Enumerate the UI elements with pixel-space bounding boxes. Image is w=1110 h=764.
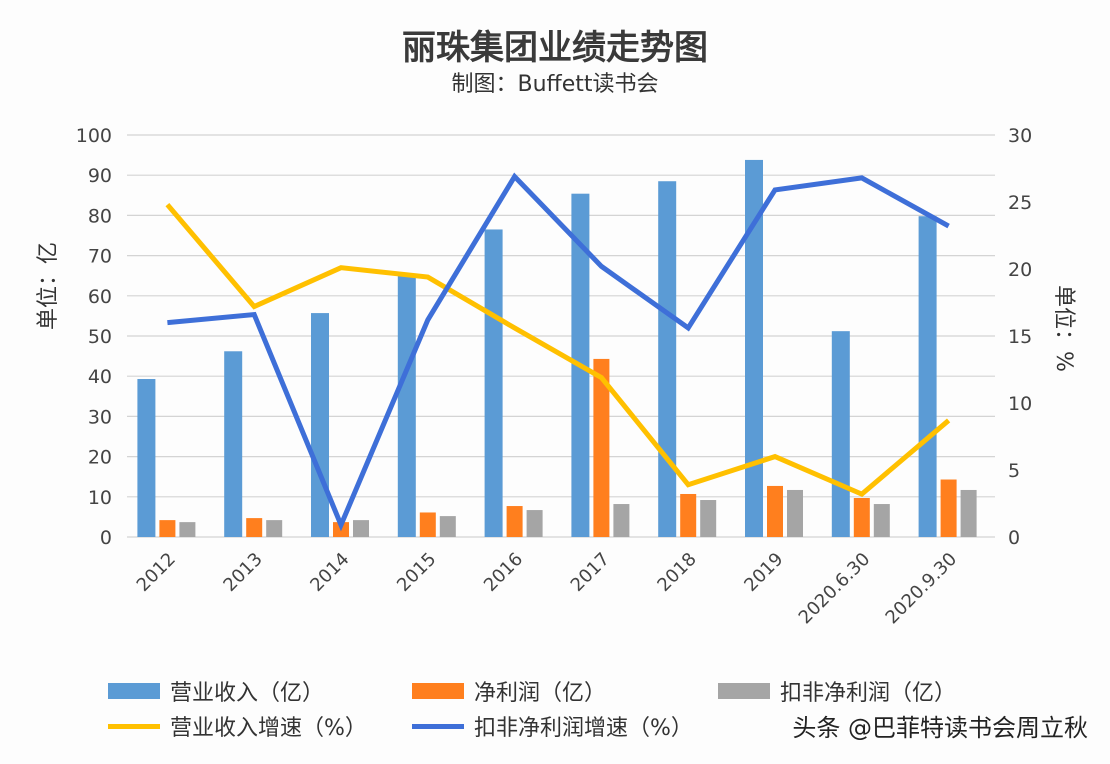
- bar-1: [246, 518, 263, 537]
- legend-item-deducted-net-profit: 扣非净利润（亿）: [718, 675, 956, 707]
- y-tick-label: 10: [88, 487, 112, 509]
- legend-label: 营业收入（亿）: [170, 681, 325, 706]
- x-tick-label: 2014: [306, 549, 353, 596]
- y2-tick-label: 15: [1008, 326, 1032, 348]
- bar-1: [680, 493, 697, 537]
- bar-2: [873, 504, 890, 537]
- bar-2: [266, 520, 283, 537]
- bar-0: [831, 331, 850, 537]
- chart-subtitle: 制图：Buffett读书会: [451, 72, 659, 97]
- watermark: 头条 @巴菲特读书会周立秋: [792, 714, 1088, 742]
- bar-2: [179, 522, 196, 537]
- bar-1: [767, 485, 783, 537]
- y-tick-label: 20: [88, 447, 112, 469]
- bar-0: [484, 229, 503, 537]
- legend-swatch: [108, 723, 160, 729]
- bar-2: [526, 510, 543, 537]
- bar-0: [658, 181, 677, 538]
- bar-1: [159, 520, 176, 537]
- legend-item-revenue-growth: 营业收入增速（%）: [108, 710, 367, 742]
- bar-1: [506, 506, 523, 537]
- bar-1: [419, 512, 436, 537]
- x-tick-label: 2020.9.30: [882, 549, 962, 629]
- bar-1: [853, 498, 870, 537]
- legend-swatch: [718, 683, 770, 699]
- bar-0: [397, 274, 416, 537]
- legend-label: 扣非净利润（亿）: [780, 681, 957, 706]
- y-tick-label: 30: [88, 406, 112, 428]
- bar-1: [940, 479, 957, 537]
- legend-swatch: [412, 683, 464, 699]
- x-tick-label: 2013: [219, 549, 266, 596]
- x-tick-label: 2019: [740, 549, 787, 596]
- y-tick-label: 50: [88, 326, 112, 348]
- legend-item-deducted-growth: 扣非净利润增速（%）: [412, 710, 693, 742]
- y-tick-label: 40: [88, 366, 112, 388]
- legend-label: 净利润（亿）: [474, 681, 607, 706]
- y-tick-label: 100: [76, 125, 112, 147]
- legend-item-revenue: 营业收入（亿）: [108, 675, 324, 707]
- bar-1: [593, 358, 610, 537]
- y2-tick-label: 30: [1008, 125, 1032, 147]
- bar-0: [311, 313, 329, 537]
- legend-swatch: [108, 683, 160, 699]
- bar-0: [224, 351, 243, 537]
- legend-swatch: [412, 723, 464, 729]
- x-tick-label: 2015: [393, 549, 440, 596]
- x-tick-label: 2020.6.30: [795, 549, 875, 629]
- x-tick-label: 2017: [567, 549, 614, 596]
- bar-2: [787, 489, 803, 537]
- y-tick-label: 60: [88, 286, 112, 308]
- y2-tick-label: 25: [1008, 192, 1032, 214]
- y-tick-label: 0: [100, 527, 112, 549]
- bar-2: [700, 500, 717, 537]
- y-tick-label: 90: [88, 165, 112, 187]
- y-tick-label: 80: [88, 205, 112, 227]
- bar-0: [745, 159, 763, 537]
- x-tick-label: 2012: [133, 549, 180, 596]
- x-tick-label: 2016: [480, 549, 527, 596]
- y2-tick-label: 5: [1008, 460, 1020, 482]
- legend-item-net-profit: 净利润（亿）: [412, 675, 606, 707]
- y-tick-label: 70: [88, 246, 112, 268]
- bar-2: [960, 489, 977, 537]
- bar-2: [613, 504, 630, 537]
- y2-tick-label: 10: [1008, 393, 1032, 415]
- legend-label: 营业收入增速（%）: [170, 716, 367, 741]
- y2-tick-label: 0: [1008, 527, 1020, 549]
- legend-label: 扣非净利润增速（%）: [474, 716, 693, 741]
- line-series-1: [167, 172, 950, 532]
- bar-2: [439, 516, 456, 537]
- line-series-0: [165, 203, 951, 498]
- bar-2: [353, 520, 369, 537]
- y2-tick-label: 20: [1008, 259, 1032, 281]
- bar-0: [137, 379, 156, 537]
- bar-0: [918, 216, 937, 538]
- x-tick-label: 2018: [653, 549, 700, 596]
- chart-title: 丽珠集团业绩走势图: [402, 28, 708, 68]
